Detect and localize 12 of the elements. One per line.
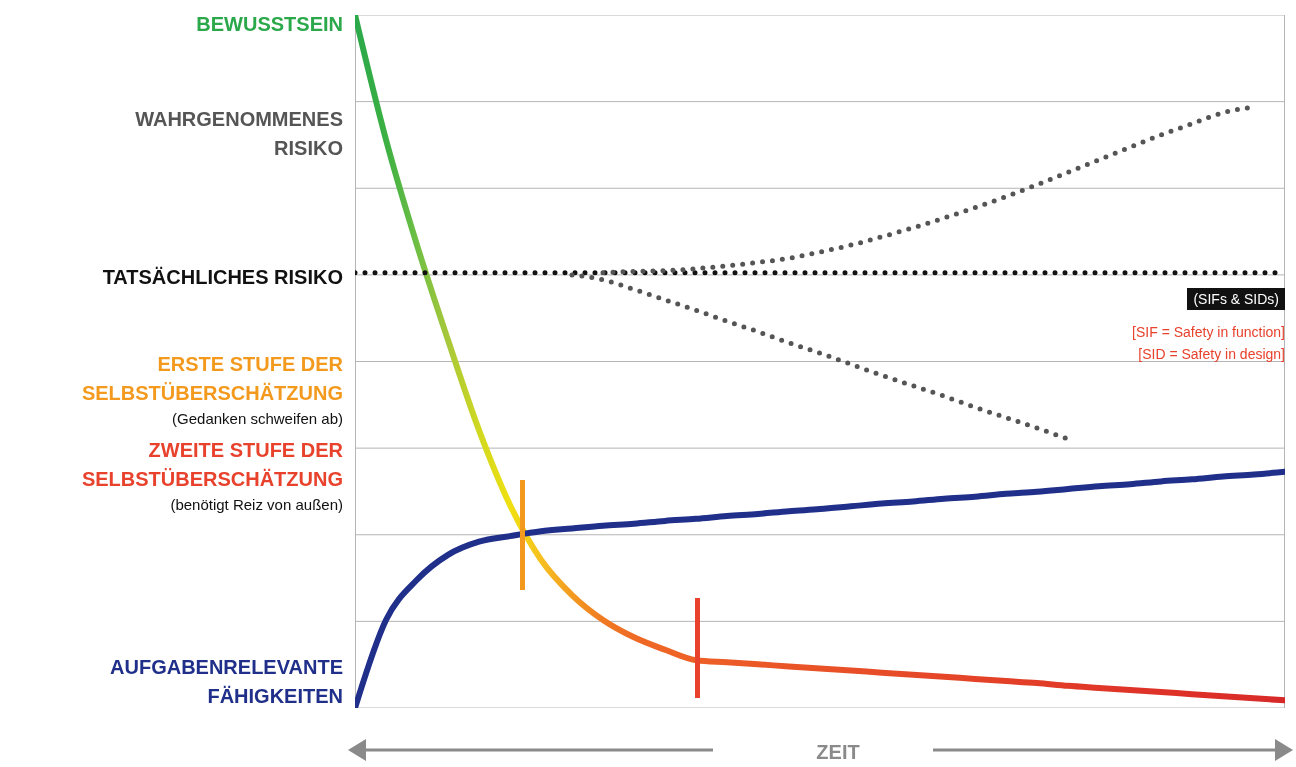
text: (Gedanken schweifen ab) bbox=[171, 409, 343, 429]
text: ERSTE STUFE DER SELBSTÜBERSCHÄTZUNG bbox=[80, 352, 343, 406]
text: WAHRGENOMMENES RISIKO bbox=[134, 107, 343, 161]
x-axis-title: ZEIT bbox=[815, 741, 861, 764]
annotation: (SIFs & SIDs) bbox=[1187, 288, 1285, 310]
annotation: [SIF = Safety in function] bbox=[1132, 324, 1285, 340]
text: (benötigt Reiz von außen) bbox=[169, 495, 343, 515]
text: ZWEITE STUFE DER SELBSTÜBERSCHÄTZUNG bbox=[80, 438, 343, 492]
series-label: TATSÄCHLICHES RISIKO bbox=[101, 265, 343, 290]
annotation: [SID = Safety in design] bbox=[1138, 346, 1285, 362]
series-label: BEWUSSTSEIN bbox=[195, 12, 343, 37]
series-label: AUFGABENRELEVANTE FÄHIGKEITEN bbox=[109, 655, 343, 709]
